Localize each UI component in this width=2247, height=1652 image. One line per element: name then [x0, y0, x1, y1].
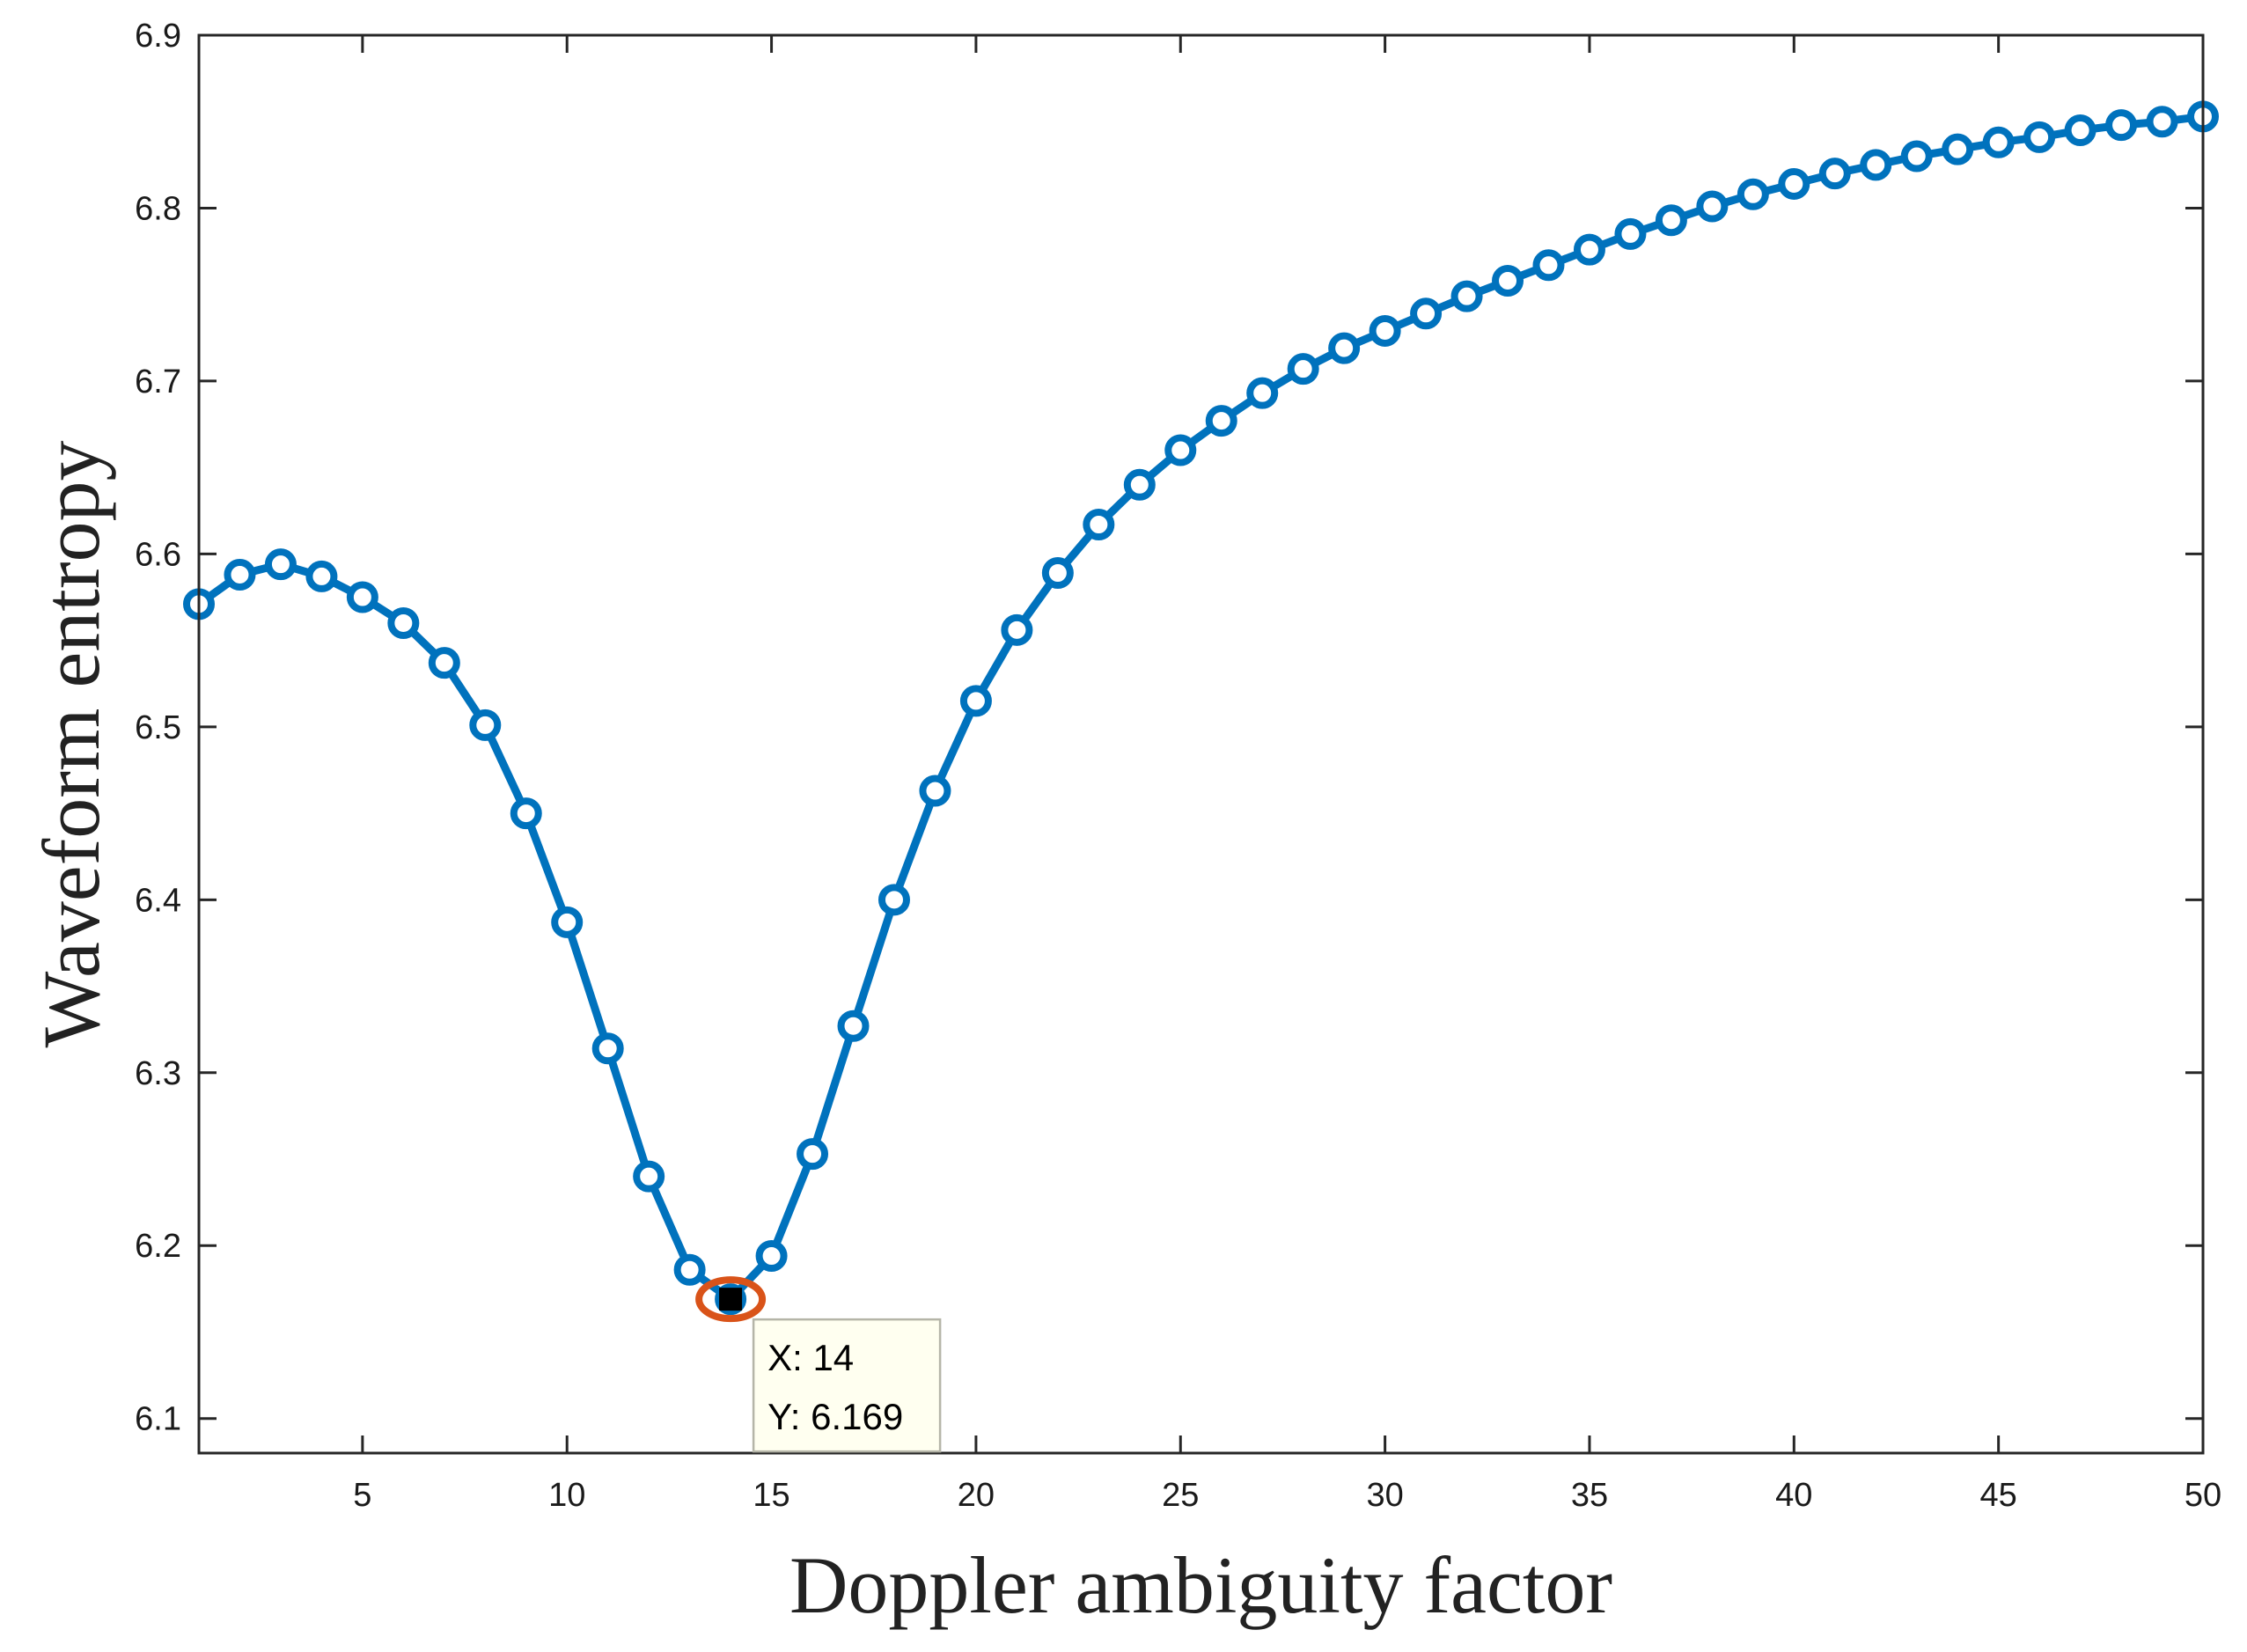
x-tick-label: 5 — [353, 1477, 371, 1514]
x-tick-label: 40 — [1775, 1477, 1812, 1514]
data-point — [1982, 126, 2015, 158]
datatip-y-text: Y: 6.169 — [767, 1396, 903, 1437]
y-tick-label: 6.2 — [135, 1228, 181, 1265]
data-point — [1450, 280, 1483, 312]
data-point — [1328, 332, 1361, 364]
data-point — [755, 1240, 788, 1273]
data-point — [1614, 217, 1647, 250]
x-tick-label: 20 — [958, 1477, 995, 1514]
data-point — [1860, 149, 1892, 181]
data-point — [797, 1138, 829, 1171]
data-point — [1410, 297, 1443, 330]
data-point — [633, 1160, 665, 1193]
datatip-marker[interactable] — [719, 1288, 743, 1311]
data-point — [1900, 140, 1933, 173]
data-point — [1532, 249, 1565, 282]
data-point — [305, 560, 338, 592]
data-point — [959, 685, 992, 717]
x-tick-label: 35 — [1571, 1477, 1608, 1514]
x-tick-label: 50 — [2185, 1477, 2221, 1514]
data-point — [1942, 133, 1974, 165]
axes-box — [197, 33, 2205, 1455]
data-point — [2064, 114, 2096, 147]
y-tick-label: 6.6 — [135, 536, 181, 573]
datatip-box — [752, 1318, 942, 1453]
x-tick-label: 15 — [753, 1477, 789, 1514]
data-point — [551, 906, 584, 938]
data-point — [1737, 178, 1769, 210]
data-point — [2146, 106, 2178, 138]
data-point — [919, 775, 951, 807]
x-tick-label: 30 — [1366, 1477, 1403, 1514]
data-point — [1083, 508, 1115, 540]
data-point — [264, 548, 297, 581]
data-point — [428, 647, 460, 679]
data-point — [878, 884, 910, 916]
data-point — [1041, 557, 1074, 590]
ticks: 5 10 15 20 25 30 35 40 45 50 6.1 6.2 6.3 6.4 6.5 6.6 6.7… — [135, 18, 2221, 1514]
data-point — [1246, 377, 1279, 409]
data-point — [346, 581, 378, 613]
y-tick-label: 6.3 — [135, 1055, 181, 1092]
datatip-highlight — [695, 1276, 767, 1323]
plot-area — [199, 35, 2203, 1453]
data-point — [1696, 190, 1729, 223]
data-point — [1573, 233, 1605, 266]
x-tick-label: 25 — [1162, 1477, 1199, 1514]
y-axis-title: Waveform entropy — [26, 441, 116, 1048]
data-point — [1369, 314, 1401, 347]
data-point — [1287, 353, 1319, 385]
y-tick-label: 6.4 — [135, 882, 181, 919]
data-point — [224, 558, 256, 591]
y-tick-label: 6.7 — [135, 363, 181, 400]
datatip-x-text: X: 14 — [767, 1337, 854, 1378]
y-tick-label: 6.1 — [135, 1401, 181, 1438]
y-tick-label: 6.9 — [135, 18, 181, 55]
data-point — [591, 1032, 624, 1065]
x-axis-title: Doppler ambiguity factor — [789, 1540, 1612, 1630]
datatip[interactable]: X: 14 Y: 6.169 — [695, 1276, 942, 1453]
data-point — [1818, 158, 1851, 190]
x-tick-label: 10 — [548, 1477, 585, 1514]
data-point — [1655, 204, 1687, 237]
data-point — [1123, 468, 1156, 501]
data-point — [1001, 613, 1033, 646]
data-point — [1164, 434, 1197, 466]
data-point — [1778, 167, 1810, 200]
data-point — [673, 1253, 706, 1286]
data-point — [469, 709, 502, 741]
y-tick-label: 6.5 — [135, 709, 181, 746]
data-point — [510, 797, 542, 830]
series-layer — [183, 100, 2219, 1316]
data-point — [1205, 405, 1237, 437]
data-point — [2105, 109, 2138, 142]
x-tick-label: 45 — [1980, 1477, 2017, 1514]
data-point — [2023, 121, 2056, 153]
data-point — [1492, 264, 1524, 297]
data-point — [387, 606, 420, 639]
y-tick-label: 6.8 — [135, 190, 181, 227]
data-point — [837, 1010, 870, 1042]
